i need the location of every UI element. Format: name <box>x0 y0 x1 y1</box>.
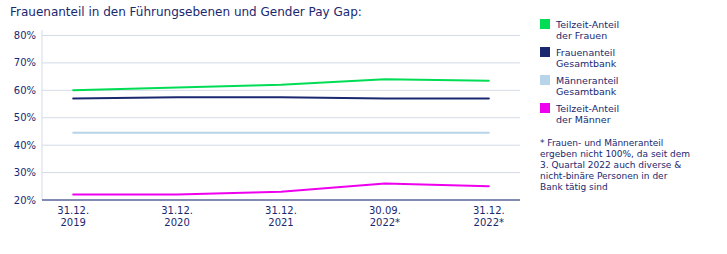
x-tick-label: 31.12.2022* <box>473 205 505 228</box>
y-tick-label: 80% <box>14 30 36 41</box>
text-line: 31.12. <box>57 205 89 216</box>
text-line: Gesamtbank <box>556 58 617 69</box>
text-line: Gesamtbank <box>556 86 617 97</box>
text-line: 2021 <box>268 217 293 228</box>
x-axis-line <box>42 200 520 201</box>
legend: Teilzeit-Anteilder FrauenFrauenanteilGes… <box>540 19 619 125</box>
text-line: nicht-binäre Personen in der <box>540 171 668 181</box>
text-line: 2019 <box>60 217 85 228</box>
text-line: 31.12. <box>161 205 193 216</box>
y-tick-label: 50% <box>14 112 36 123</box>
text-line: Teilzeit-Anteil <box>555 19 619 30</box>
legend-swatch <box>540 19 550 29</box>
text-line: ergeben nicht 100%, da seit dem <box>540 149 690 159</box>
series-line <box>73 97 489 98</box>
grid-line <box>42 172 520 173</box>
y-tick-label: 40% <box>14 140 36 151</box>
y-tick-label: 70% <box>14 57 36 68</box>
grid-line <box>42 62 520 63</box>
legend-swatch <box>540 47 550 57</box>
text-line: * Frauen- und Männeranteil <box>540 138 663 148</box>
legend-label: Teilzeit-Anteilder Männer <box>555 103 619 125</box>
text-line: der Männer <box>556 114 611 125</box>
grid-line <box>42 35 520 36</box>
y-tick-label: 20% <box>14 195 36 206</box>
text-line: 2020 <box>164 217 189 228</box>
grid-line <box>42 145 520 146</box>
text-line: 2022* <box>474 217 504 228</box>
legend-swatch <box>540 103 550 113</box>
series-line <box>73 132 489 134</box>
text-line: 3. Quartal 2022 auch diverse & <box>540 160 681 170</box>
grid-line <box>42 117 520 118</box>
text-line: 31.12. <box>473 205 505 216</box>
text-line: Frauenanteil <box>556 47 615 58</box>
x-tick-label: 31.12.2019 <box>57 205 89 228</box>
text-line: der Frauen <box>556 30 607 41</box>
legend-label: Teilzeit-Anteilder Frauen <box>555 19 619 41</box>
legend-swatch <box>540 75 550 85</box>
legend-label: FrauenanteilGesamtbank <box>556 47 617 69</box>
footnote: * Frauen- und Männeranteilergeben nicht … <box>540 138 690 192</box>
grid <box>42 35 520 200</box>
series-lines <box>73 79 489 194</box>
x-tick-label: 31.12.2021 <box>265 205 297 228</box>
series-line <box>73 79 489 90</box>
grid-line <box>42 200 520 201</box>
text-line: 2022* <box>370 217 400 228</box>
y-tick-label: 60% <box>14 85 36 96</box>
x-tick-label: 30.09.2022* <box>369 205 401 228</box>
legend-label: MänneranteilGesamtbank <box>556 75 619 97</box>
text-line: Teilzeit-Anteil <box>555 103 619 114</box>
chart-svg: Frauenanteil in den Führungsebenen und G… <box>0 0 727 254</box>
y-tick-label: 30% <box>14 167 36 178</box>
text-line: Männeranteil <box>556 75 619 86</box>
text-line: Bank tätig sind <box>540 182 608 192</box>
series-line <box>73 184 489 195</box>
title: Frauenanteil in den Führungsebenen und G… <box>10 5 362 19</box>
text-line: 30.09. <box>369 205 401 216</box>
x-tick-label: 31.12.2020 <box>161 205 193 228</box>
chart-container: Frauenanteil in den Führungsebenen und G… <box>0 0 727 254</box>
y-axis-line <box>42 30 43 200</box>
text-line: 31.12. <box>265 205 297 216</box>
